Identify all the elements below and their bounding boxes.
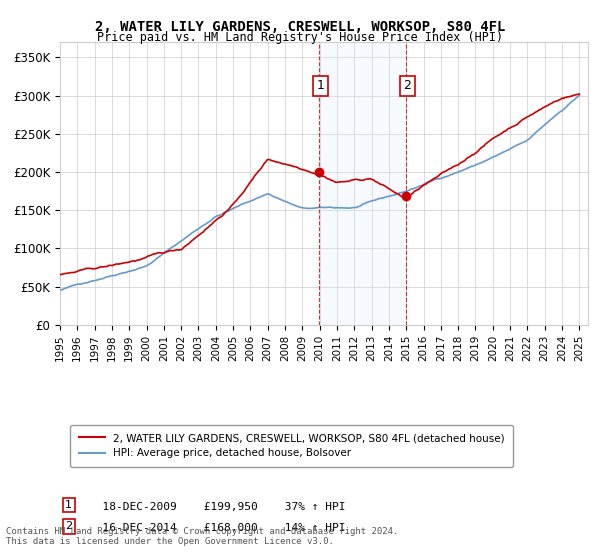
Legend: 2, WATER LILY GARDENS, CRESWELL, WORKSOP, S80 4FL (detached house), HPI: Average: 2, WATER LILY GARDENS, CRESWELL, WORKSOP… bbox=[70, 425, 513, 466]
Text: 2: 2 bbox=[403, 80, 411, 92]
Text: 1: 1 bbox=[65, 500, 72, 510]
Text: 18-DEC-2009    £199,950    37% ↑ HPI: 18-DEC-2009 £199,950 37% ↑ HPI bbox=[89, 502, 346, 511]
Text: 2, WATER LILY GARDENS, CRESWELL, WORKSOP, S80 4FL: 2, WATER LILY GARDENS, CRESWELL, WORKSOP… bbox=[95, 20, 505, 34]
Bar bbox=[319, 42, 406, 325]
Text: Contains HM Land Registry data © Crown copyright and database right 2024.
This d: Contains HM Land Registry data © Crown c… bbox=[6, 526, 398, 546]
Text: 16-DEC-2014    £168,000    14% ↑ HPI: 16-DEC-2014 £168,000 14% ↑ HPI bbox=[89, 523, 346, 533]
Text: 2: 2 bbox=[65, 521, 73, 531]
Text: Price paid vs. HM Land Registry's House Price Index (HPI): Price paid vs. HM Land Registry's House … bbox=[97, 31, 503, 44]
Text: 1: 1 bbox=[317, 80, 325, 92]
